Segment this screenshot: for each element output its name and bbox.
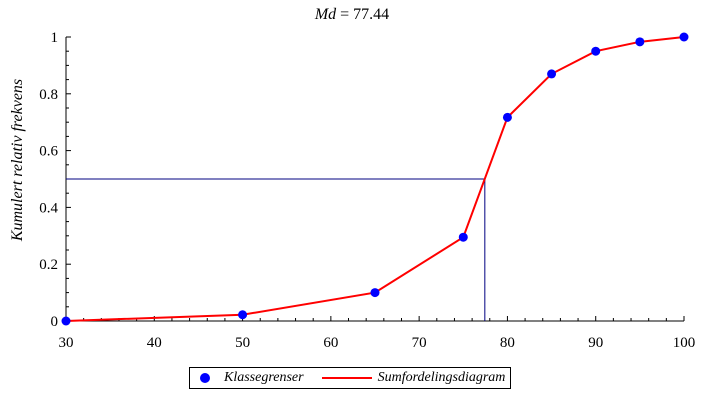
class-boundary-point — [547, 69, 557, 79]
y-tick-label: 0 — [51, 314, 59, 330]
axes: 30 40 50 60 70 80 90 100 0 0.2 0.4 0.6 0.8 1 — [39, 30, 695, 351]
class-boundary-point — [238, 310, 248, 320]
x-tick-label: 100 — [673, 335, 696, 351]
class-boundary-point — [635, 37, 645, 47]
legend-marker-dot — [200, 373, 210, 383]
title-value: = 77.44 — [336, 6, 390, 23]
x-tick-label: 80 — [500, 335, 515, 351]
legend-label-points: Klassegrenser — [224, 370, 304, 385]
y-tick-label: 1 — [51, 30, 59, 46]
x-tick-label: 70 — [412, 335, 427, 351]
class-boundary-point — [591, 46, 601, 56]
class-boundary-point — [679, 32, 689, 42]
legend-item-points: Klassegrenser — [200, 370, 304, 386]
class-boundary-point — [370, 288, 380, 298]
legend-label-line: Sumfordelingsdiagram — [377, 370, 506, 385]
title-symbol: Md — [314, 6, 337, 23]
series-points-group — [61, 32, 689, 326]
class-boundary-point — [502, 112, 512, 122]
legend: Klassegrenser Sumfordelingsdiagram — [189, 367, 511, 389]
x-tick-label: 90 — [588, 335, 603, 351]
y-tick-label: 0.4 — [39, 200, 58, 216]
legend-marker-line — [321, 377, 372, 379]
x-tick-label: 50 — [235, 335, 250, 351]
x-tick-label: 30 — [59, 335, 74, 351]
median-guides — [66, 178, 486, 321]
class-boundary-point — [61, 316, 71, 326]
y-tick-label: 0.2 — [39, 257, 58, 273]
x-tick-label: 40 — [147, 335, 162, 351]
chart-title: Md = 77.44 — [0, 6, 704, 24]
class-boundary-point — [458, 232, 468, 242]
x-tick-label: 60 — [323, 335, 338, 351]
y-tick-label: 0.6 — [39, 144, 58, 160]
y-tick-label: 0.8 — [39, 87, 58, 103]
legend-item-line: Sumfordelingsdiagram — [314, 370, 506, 386]
